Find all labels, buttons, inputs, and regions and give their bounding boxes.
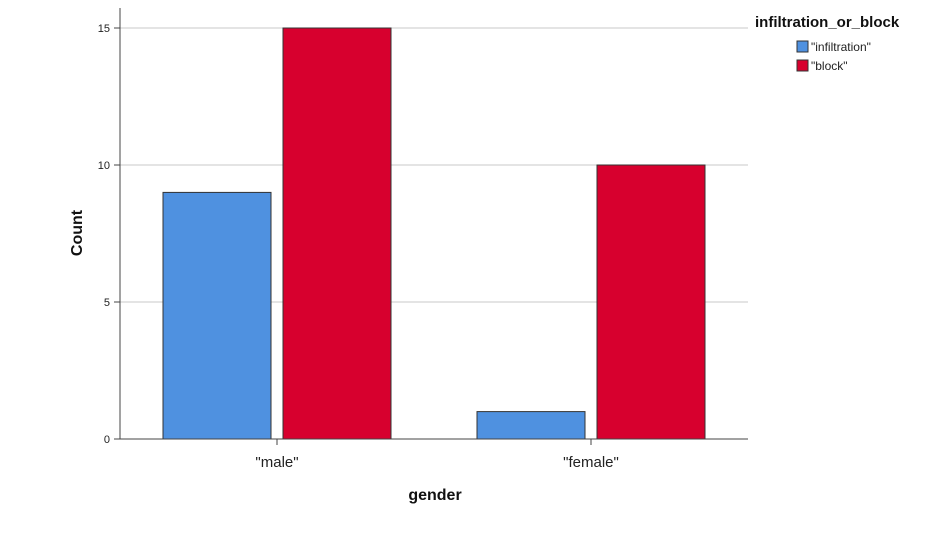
legend-swatch-0: [796, 40, 809, 53]
bar-1-1: [596, 164, 706, 440]
bar-0-1: [282, 27, 392, 440]
x-category-label-1: "female": [563, 454, 619, 471]
y-tick-label-15: 15: [98, 23, 110, 35]
y-ticks: 0 5 10 15: [98, 23, 120, 446]
legend-swatch-1: [796, 59, 809, 72]
y-tick-label-5: 5: [104, 297, 110, 309]
x-category-label-0: "male": [255, 454, 298, 471]
legend-title: infiltration_or_block: [755, 14, 900, 31]
bar-1-0: [476, 411, 586, 440]
legend: infiltration_or_block "infiltration" "blo…: [755, 14, 900, 73]
y-tick-label-10: 10: [98, 160, 110, 172]
bar-0-0: [162, 191, 272, 440]
legend-label-1: "block": [811, 59, 848, 73]
bars: [162, 27, 706, 440]
x-categories: "male" "female": [255, 439, 619, 471]
y-tick-label-0: 0: [104, 434, 110, 446]
y-axis-title: Count: [69, 209, 86, 256]
axes: [119, 8, 748, 440]
x-axis-title: gender: [408, 487, 461, 504]
legend-label-0: "infiltration": [811, 40, 871, 54]
